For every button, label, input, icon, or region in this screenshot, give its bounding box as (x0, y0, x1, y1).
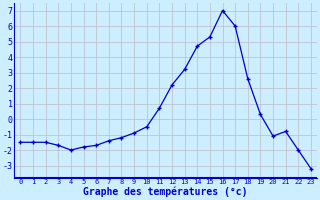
X-axis label: Graphe des températures (°c): Graphe des températures (°c) (84, 187, 248, 197)
